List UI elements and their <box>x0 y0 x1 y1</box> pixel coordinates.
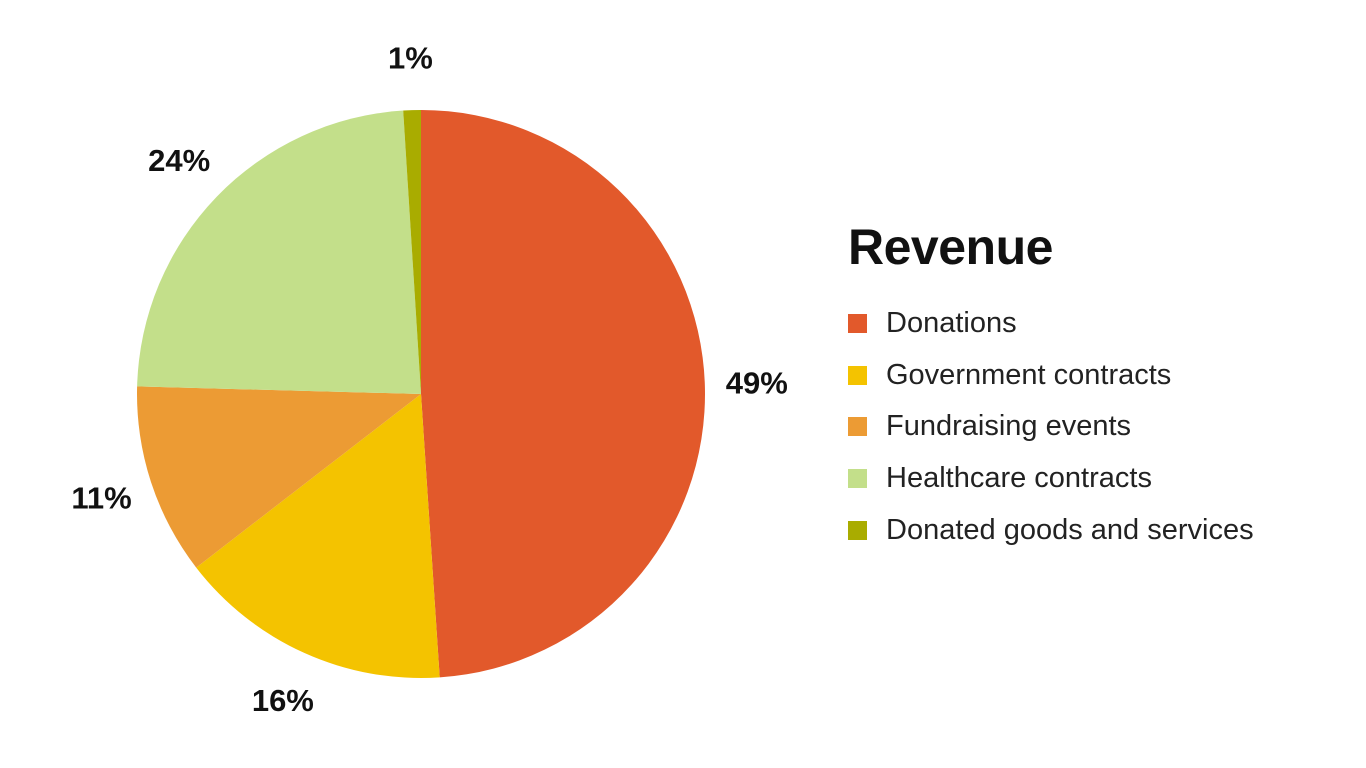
legend-label-donated-goods-and-services: Donated goods and services <box>886 513 1254 546</box>
pie-label-government-contracts: 16% <box>252 683 314 718</box>
pie-label-donations: 49% <box>726 365 788 400</box>
pie-slice-healthcare-contracts <box>137 110 421 394</box>
pie-slice-fundraising-events <box>137 386 421 568</box>
pie-slice-donations <box>421 110 706 678</box>
legend-swatch-healthcare-contracts <box>848 469 867 489</box>
legend: Revenue Donations Government contracts F… <box>848 218 1254 556</box>
legend-label-government-contracts: Government contracts <box>886 358 1172 391</box>
pie-slice-donated-goods-and-services <box>403 110 421 394</box>
legend-item-healthcare-contracts: Healthcare contracts <box>848 453 1254 505</box>
legend-swatch-fundraising-events <box>848 417 867 437</box>
legend-label-fundraising-events: Fundraising events <box>886 410 1132 443</box>
pie-label-healthcare-contracts: 24% <box>148 143 210 178</box>
legend-list: Donations Government contracts Fundraisi… <box>848 298 1254 556</box>
legend-swatch-donated-goods-and-services <box>848 520 867 540</box>
legend-label-donations: Donations <box>886 307 1017 340</box>
legend-label-healthcare-contracts: Healthcare contracts <box>886 462 1152 495</box>
pie-slices <box>137 110 706 678</box>
legend-item-government-contracts: Government contracts <box>848 350 1254 402</box>
pie-label-donated-goods-and-services: 1% <box>388 41 433 76</box>
legend-item-fundraising-events: Fundraising events <box>848 401 1254 453</box>
legend-swatch-donations <box>848 314 867 334</box>
legend-title: Revenue <box>848 219 1053 275</box>
legend-item-donations: Donations <box>848 298 1254 350</box>
pie-slice-government-contracts <box>196 394 440 678</box>
pie-label-fundraising-events: 11% <box>71 481 131 516</box>
legend-item-donated-goods-and-services: Donated goods and services <box>848 504 1254 556</box>
legend-swatch-government-contracts <box>848 365 867 385</box>
pie-labels: 49% 16% 11% 24% 1% <box>71 41 787 718</box>
